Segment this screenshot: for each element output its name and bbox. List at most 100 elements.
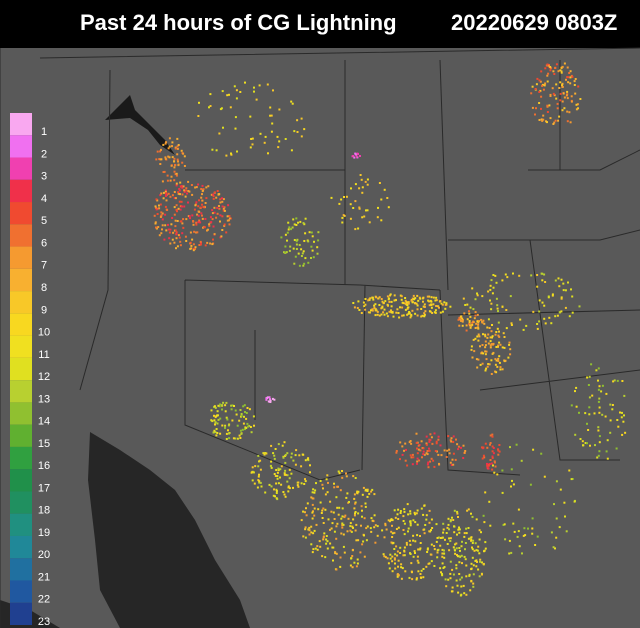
strike <box>421 456 423 459</box>
strike <box>484 333 487 336</box>
strike <box>197 183 200 186</box>
strike <box>325 538 328 541</box>
strike <box>160 214 163 217</box>
strike <box>302 453 305 456</box>
strike <box>201 184 204 187</box>
strike <box>565 530 568 533</box>
strike <box>373 307 376 310</box>
strike <box>293 223 296 226</box>
strike <box>200 212 203 215</box>
strike <box>310 525 313 528</box>
strike <box>300 135 303 138</box>
strike <box>397 565 399 568</box>
strike <box>211 148 214 151</box>
strike <box>510 485 512 488</box>
strike <box>196 213 199 216</box>
strike <box>475 565 478 568</box>
strike <box>445 456 448 458</box>
strike <box>496 307 499 310</box>
strike <box>316 548 319 551</box>
strike <box>490 373 493 375</box>
strike <box>472 573 475 576</box>
strike <box>415 578 418 581</box>
strike <box>313 491 316 494</box>
strike <box>410 314 413 317</box>
strike <box>453 525 456 528</box>
strike <box>429 460 432 463</box>
strike <box>284 233 287 236</box>
strike <box>233 405 235 407</box>
strike <box>303 240 306 242</box>
strike <box>480 352 483 355</box>
strike <box>311 551 314 554</box>
strike <box>489 434 492 437</box>
strike <box>341 221 344 224</box>
strike <box>577 85 580 88</box>
strike <box>478 552 481 555</box>
strike <box>417 299 420 302</box>
strike <box>437 536 440 539</box>
strike <box>538 310 541 313</box>
strike <box>286 474 289 477</box>
strike <box>544 281 547 283</box>
strike <box>219 201 222 204</box>
legend-swatch <box>10 513 32 536</box>
strike <box>311 511 314 514</box>
strike <box>374 308 377 311</box>
strike <box>286 239 288 242</box>
strike <box>476 294 479 297</box>
strike <box>468 323 471 326</box>
strike <box>499 343 502 346</box>
strike <box>270 485 273 488</box>
strike <box>195 201 198 204</box>
legend-label: 19 <box>38 527 50 539</box>
strike <box>501 491 504 494</box>
strike <box>489 459 492 461</box>
strike <box>404 442 407 445</box>
strike <box>390 305 393 308</box>
strike <box>185 187 188 190</box>
strike <box>402 314 405 317</box>
strike <box>192 247 195 250</box>
strike <box>165 193 168 196</box>
strike <box>474 298 477 301</box>
strike <box>416 509 419 512</box>
strike <box>363 517 366 520</box>
strike <box>394 567 397 570</box>
strike <box>435 305 438 307</box>
strike <box>270 114 273 117</box>
strike <box>559 488 562 491</box>
strike <box>171 217 174 219</box>
strike <box>372 298 375 301</box>
strike <box>250 138 253 140</box>
strike <box>167 155 170 158</box>
strike <box>501 346 504 349</box>
strike <box>543 475 546 478</box>
strike <box>311 503 314 506</box>
strike <box>598 435 601 438</box>
strike <box>187 190 190 192</box>
strike <box>330 527 333 530</box>
strike <box>549 66 552 68</box>
strike <box>405 541 408 544</box>
strike <box>503 336 506 338</box>
strike <box>305 514 308 517</box>
strike <box>310 245 313 248</box>
strike <box>410 456 413 459</box>
strike <box>555 97 558 100</box>
strike <box>308 533 311 536</box>
strike <box>404 308 407 311</box>
strike <box>509 295 512 298</box>
strike <box>406 503 409 506</box>
strike <box>597 429 600 432</box>
strike <box>355 523 358 526</box>
strike <box>367 299 370 302</box>
strike <box>534 88 537 90</box>
strike <box>503 346 506 349</box>
strike <box>219 214 222 217</box>
strike <box>302 264 305 267</box>
strike <box>428 300 431 303</box>
strike <box>611 404 614 406</box>
strike <box>497 357 500 360</box>
strike <box>161 228 163 231</box>
